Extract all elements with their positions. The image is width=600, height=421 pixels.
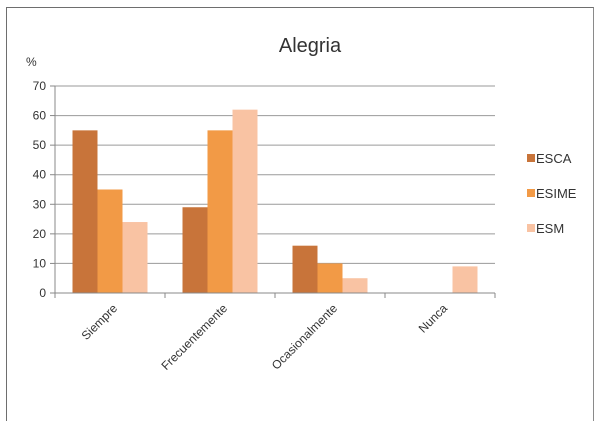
legend-swatch-esime (527, 189, 535, 197)
y-tick-label: 40 (33, 168, 47, 182)
y-tick-label: 0 (39, 286, 46, 300)
bar-esime-frecuentemente (207, 130, 233, 293)
x-tick-label: Frecuentemente (158, 301, 230, 373)
bar-esime-ocasionalmente (317, 263, 343, 293)
x-tick-label: Siempre (79, 301, 121, 343)
chart-title: Alegria (279, 35, 342, 57)
y-tick-label: 60 (33, 109, 47, 123)
x-tick-label: Ocasionalmente (269, 301, 340, 372)
y-tick-label: 50 (33, 138, 47, 152)
bar-esm-ocasionalmente (342, 278, 368, 293)
legend-label-esime: ESIME (536, 186, 577, 201)
bar-esime-siempre (97, 189, 123, 293)
bars (72, 109, 478, 294)
bar-esm-nunca (452, 266, 478, 293)
legend-swatch-esca (527, 154, 535, 162)
bar-esm-frecuentemente (232, 109, 258, 294)
y-axis-label: % (26, 55, 37, 69)
chart-frame (6, 7, 594, 421)
y-tick-label: 10 (33, 256, 47, 270)
legend-label-esm: ESM (536, 221, 564, 236)
legend-swatch-esm (527, 224, 535, 232)
bar-esca-ocasionalmente (292, 245, 318, 293)
bar-esm-siempre (122, 222, 148, 293)
x-tick-label: Nunca (416, 301, 451, 336)
legend-label-esca: ESCA (536, 151, 572, 166)
y-tick-label: 70 (33, 79, 47, 93)
legend: ESCA ESIME ESM (527, 151, 577, 236)
bar-esca-frecuentemente (182, 207, 208, 293)
bar-esca-siempre (72, 130, 98, 293)
y-tick-label: 20 (33, 227, 47, 241)
y-tick-label: 30 (33, 197, 47, 211)
